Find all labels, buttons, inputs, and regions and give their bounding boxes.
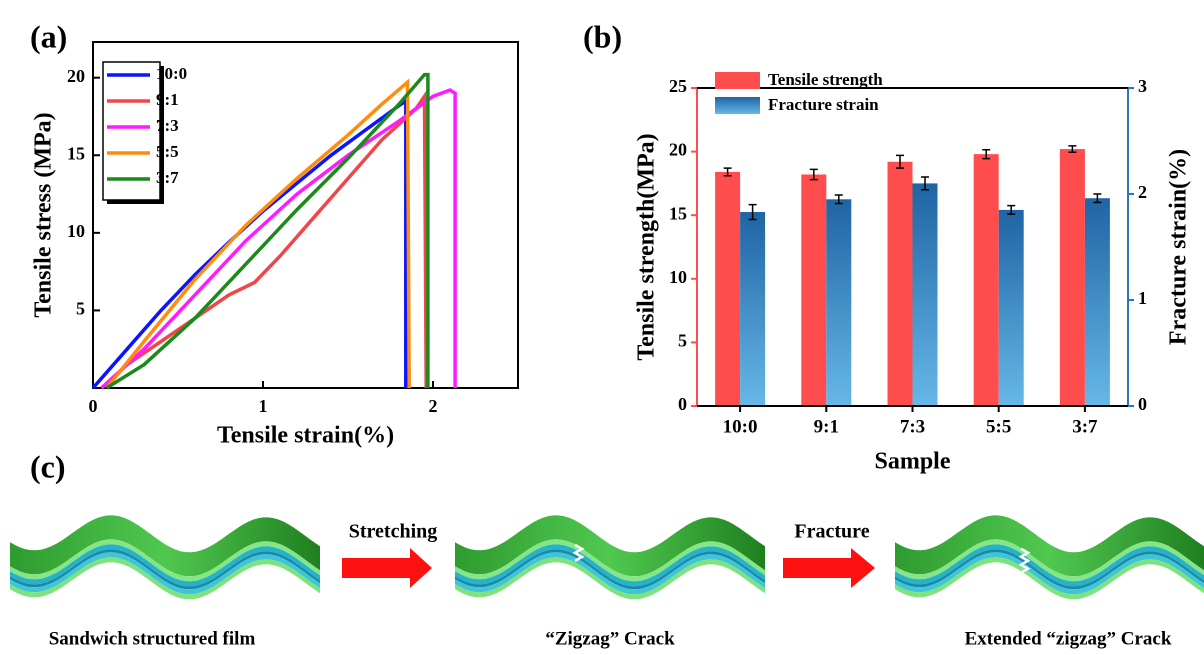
panel-label: (b) (583, 18, 622, 54)
bar (1059, 149, 1085, 406)
x-tick-label: 1 (259, 396, 268, 416)
bar (826, 199, 852, 406)
caption: “Zigzag” Crack (545, 628, 675, 649)
film-layer (455, 552, 765, 595)
plot-frame (92, 41, 519, 389)
x-tick-label: 2 (429, 396, 438, 416)
error-bar (1093, 193, 1102, 204)
line (105, 78, 411, 390)
x-tick-label: 7:3 (900, 416, 925, 437)
bar (801, 174, 827, 406)
x-tick-label: 0 (89, 396, 98, 416)
crack (1018, 547, 1031, 574)
y2-tick-label: 1 (1138, 288, 1147, 308)
film-layer (455, 549, 765, 590)
y-tick-label: 20 (67, 66, 85, 86)
y-tick-label: 15 (669, 203, 687, 223)
y-axis-label: Tensile stress (MPa) (31, 112, 57, 317)
y-tick-label: 5 (678, 331, 687, 351)
legend (102, 61, 161, 201)
film-layer (455, 539, 765, 582)
arrow-label: Stretching (349, 521, 438, 543)
bar (912, 183, 938, 406)
film-layer (895, 544, 1204, 587)
film-layer (895, 549, 1204, 590)
panel-label: (a) (30, 18, 67, 54)
error-bar (921, 176, 929, 191)
x-axis-label: Tensile strain(%) (217, 423, 394, 449)
bar (998, 209, 1024, 406)
bar (740, 212, 766, 406)
arrow-label: Fracture (794, 521, 869, 543)
film-layer (895, 515, 1204, 577)
film-layer (895, 552, 1204, 595)
legend-label: 7:3 (156, 116, 179, 135)
y2-tick-label: 3 (1138, 76, 1147, 96)
error-bar (1068, 145, 1077, 153)
y-tick-label: 10 (669, 267, 687, 287)
x-tick-label: 5:5 (986, 416, 1011, 437)
film-layer (895, 557, 1204, 600)
bar (715, 171, 741, 406)
error-bar (748, 203, 757, 221)
legend-label: 5:5 (156, 142, 179, 161)
bar (887, 161, 913, 406)
film-layer (10, 539, 320, 582)
error-bar (723, 167, 732, 177)
film-layer (10, 515, 320, 577)
legend-label: Tensile strength (768, 70, 883, 89)
line (105, 72, 430, 390)
error-bar (896, 154, 904, 169)
film-layer (10, 552, 320, 595)
arrow (783, 548, 875, 588)
diagram: Stretching Fracture Sandwich structured … (10, 515, 1204, 649)
y-tick-label: 5 (76, 299, 85, 319)
y-tick-label: 15 (67, 143, 85, 163)
legend-label: Fracture strain (768, 95, 879, 114)
y2-tick-label: 0 (1138, 394, 1147, 414)
y-tick-label: 20 (669, 140, 687, 160)
error-bar (1007, 204, 1016, 215)
legend-label: 3:7 (156, 168, 179, 187)
y2-tick-label: 2 (1138, 182, 1147, 202)
film-layer (455, 544, 765, 587)
film-layer (10, 557, 320, 600)
film-layer (10, 544, 320, 587)
error-bar (982, 148, 991, 160)
crack (572, 543, 585, 562)
film-layer (10, 549, 320, 590)
x-tick-label: 3:7 (1072, 416, 1098, 437)
bar (1084, 198, 1110, 406)
y-axis-label: Tensile strength(MPa) (634, 133, 660, 360)
film-layer (455, 515, 765, 577)
film-layer (455, 557, 765, 600)
caption: Sandwich structured film (49, 628, 256, 649)
y2-axis-label: Fracture strain(%) (1166, 149, 1192, 345)
y-tick-label: 25 (669, 76, 687, 96)
line (100, 88, 457, 390)
film-layer (895, 539, 1204, 582)
x-tick-label: 10:0 (723, 416, 758, 437)
caption: Extended “zigzag” Crack (965, 628, 1172, 649)
legend-label: 9:1 (156, 90, 179, 109)
y-tick-label: 10 (67, 221, 85, 241)
arrow (342, 548, 432, 588)
bar (973, 154, 999, 406)
y-tick-label: 0 (678, 394, 687, 414)
x-axis-label: Sample (874, 449, 950, 475)
legend-swatch (715, 97, 760, 114)
error-bar (809, 168, 818, 181)
error-bar (834, 194, 843, 205)
legend-swatch (715, 72, 760, 89)
panel-label: (c) (30, 448, 66, 484)
x-tick-label: 9:1 (814, 416, 839, 437)
legend-label: 10:0 (156, 64, 187, 83)
